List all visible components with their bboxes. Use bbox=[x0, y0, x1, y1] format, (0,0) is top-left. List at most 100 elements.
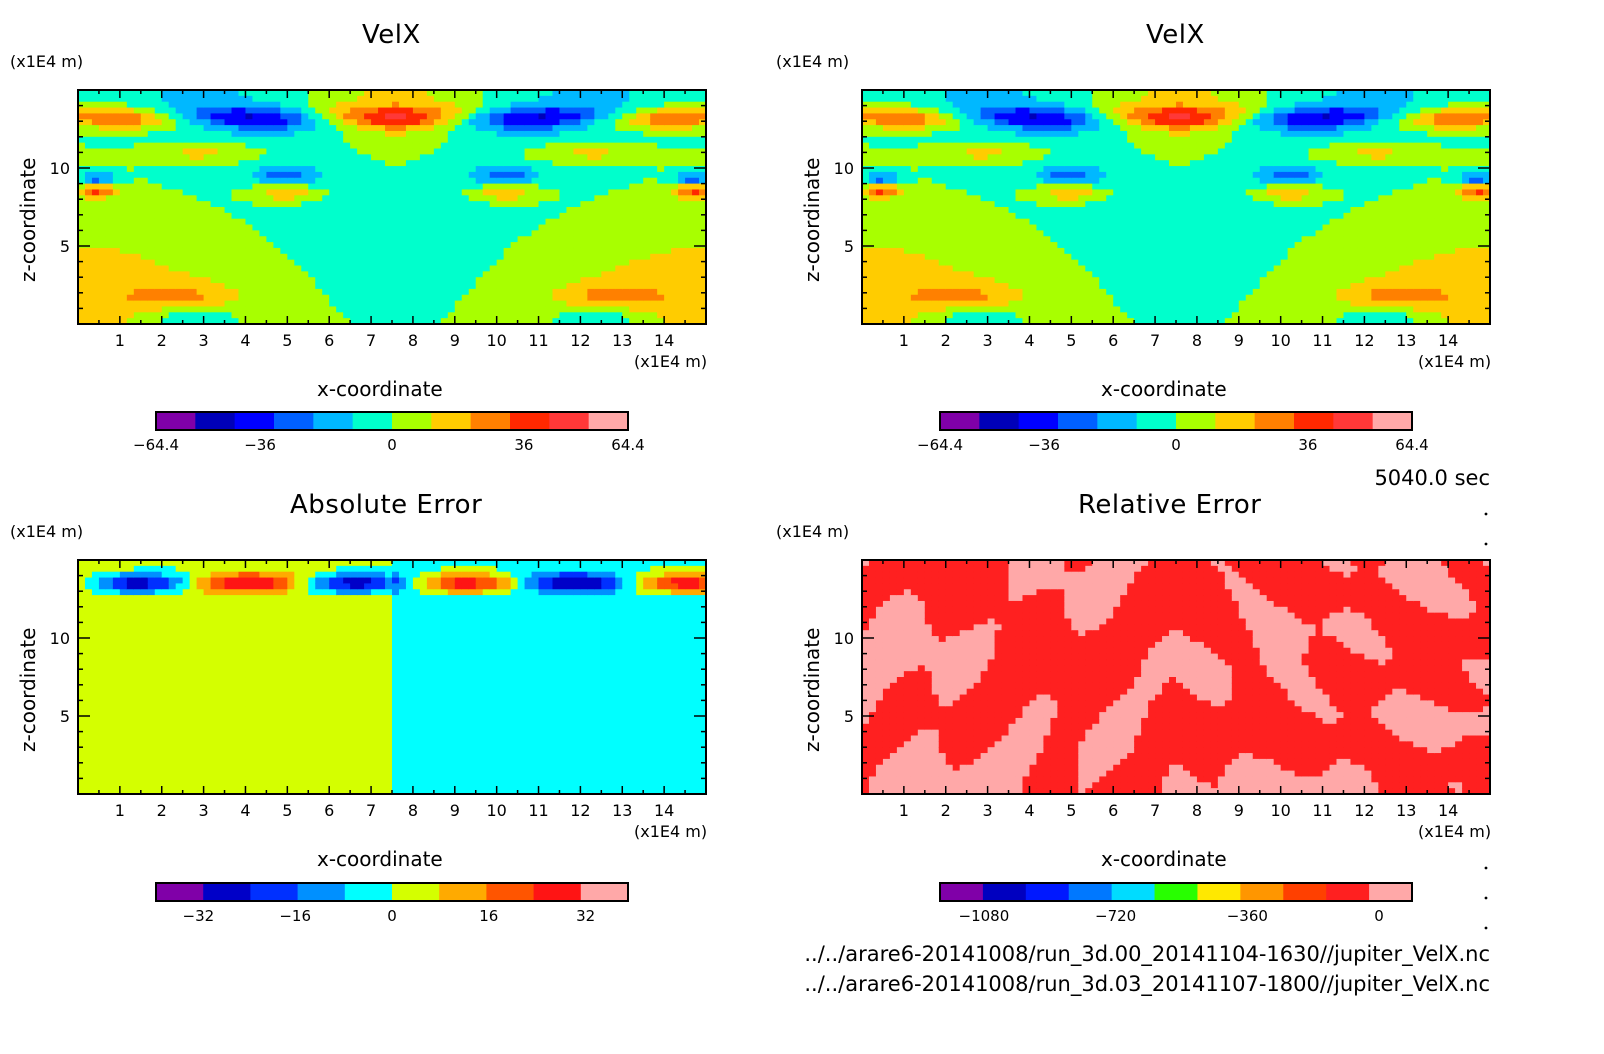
plot2-x-unit: (x1E4 m) bbox=[1418, 352, 1492, 371]
heatmap-cell bbox=[587, 265, 595, 272]
heatmap-cell bbox=[252, 218, 261, 226]
heatmap-cell bbox=[454, 283, 463, 290]
heatmap-cell bbox=[1050, 189, 1058, 196]
heatmap-cell bbox=[910, 218, 919, 226]
heatmap-cell bbox=[140, 212, 149, 220]
heatmap-cell bbox=[461, 107, 470, 114]
heatmap-cell bbox=[1029, 283, 1038, 290]
heatmap-cell bbox=[189, 236, 198, 243]
heatmap-cell bbox=[566, 288, 575, 296]
heatmap-cell bbox=[489, 130, 498, 138]
heatmap-cell bbox=[896, 259, 905, 267]
heatmap-cell bbox=[392, 189, 400, 196]
heatmap-cell bbox=[587, 306, 595, 313]
heatmap-cell bbox=[78, 283, 86, 290]
heatmap-cell bbox=[931, 107, 940, 114]
heatmap-cell bbox=[126, 312, 135, 319]
heatmap-cell bbox=[461, 265, 470, 272]
heatmap-cell bbox=[336, 130, 344, 138]
heatmap-cell bbox=[552, 253, 561, 261]
heatmap-cell bbox=[699, 160, 707, 167]
heatmap-cell bbox=[168, 277, 177, 284]
heatmap-cell bbox=[336, 136, 344, 144]
heatmap-cell bbox=[433, 247, 442, 255]
heatmap-cell bbox=[364, 236, 372, 243]
heatmap-cell bbox=[154, 247, 163, 255]
heatmap-cell bbox=[475, 142, 484, 150]
heatmap-cell bbox=[405, 224, 414, 231]
heatmap-cell bbox=[952, 312, 961, 319]
heatmap-cell bbox=[308, 253, 316, 261]
heatmap-cell bbox=[875, 136, 884, 144]
heatmap-cell bbox=[1043, 101, 1051, 109]
heatmap-cell bbox=[1022, 207, 1031, 214]
heatmap-cell bbox=[419, 259, 428, 267]
heatmap-cell bbox=[378, 130, 386, 138]
heatmap-cell bbox=[524, 107, 533, 114]
heatmap-cell bbox=[1015, 195, 1024, 202]
heatmap-cell bbox=[468, 195, 477, 202]
heatmap-cell bbox=[336, 224, 344, 231]
heatmap-cell bbox=[980, 136, 989, 144]
heatmap-cell bbox=[405, 306, 414, 313]
heatmap-cell bbox=[1008, 207, 1017, 214]
heatmap-cell bbox=[1057, 177, 1065, 185]
heatmap-cell bbox=[496, 300, 505, 308]
heatmap-cell bbox=[343, 306, 351, 313]
heatmap-cell bbox=[154, 212, 163, 220]
heatmap-cell bbox=[419, 288, 428, 296]
heatmap-cell bbox=[1015, 300, 1024, 308]
heatmap-cell bbox=[398, 312, 407, 319]
heatmap-cell bbox=[503, 253, 512, 261]
heatmap-cell bbox=[454, 259, 463, 267]
heatmap-cell bbox=[84, 90, 93, 97]
x-tick-label: 13 bbox=[612, 331, 632, 350]
heatmap-cell bbox=[168, 183, 177, 191]
heatmap-cell bbox=[966, 183, 975, 191]
heatmap-cell bbox=[294, 130, 302, 138]
heatmap-cell bbox=[671, 201, 679, 208]
heatmap-cell bbox=[862, 283, 870, 290]
heatmap-cell bbox=[938, 283, 947, 290]
heatmap-cell bbox=[245, 171, 254, 179]
heatmap-cell bbox=[862, 259, 870, 267]
heatmap-cell bbox=[545, 130, 554, 138]
heatmap-cell bbox=[664, 195, 672, 202]
heatmap-cell bbox=[685, 288, 693, 296]
heatmap-cell bbox=[580, 312, 588, 319]
heatmap-cell bbox=[294, 277, 302, 284]
heatmap-cell bbox=[545, 224, 554, 231]
heatmap-cell bbox=[903, 125, 912, 132]
heatmap-cell bbox=[217, 142, 226, 150]
heatmap-cell bbox=[987, 113, 996, 120]
heatmap-cell bbox=[538, 283, 547, 290]
heatmap-cell bbox=[161, 259, 170, 267]
heatmap-cell bbox=[496, 107, 505, 114]
heatmap-cell bbox=[545, 136, 554, 144]
heatmap-cell bbox=[636, 95, 644, 103]
heatmap-cell bbox=[196, 318, 205, 325]
heatmap-cell bbox=[573, 160, 581, 167]
heatmap-cell bbox=[350, 207, 358, 214]
heatmap-cell bbox=[301, 265, 309, 272]
heatmap-cell bbox=[882, 207, 891, 214]
heatmap-cell bbox=[147, 277, 156, 284]
heatmap-cell bbox=[175, 242, 184, 249]
heatmap-cell bbox=[461, 236, 470, 243]
heatmap-cell bbox=[496, 224, 505, 231]
heatmap-cell bbox=[231, 119, 240, 126]
heatmap-cell bbox=[664, 113, 672, 120]
heatmap-cell bbox=[566, 177, 575, 185]
heatmap-cell bbox=[931, 259, 940, 267]
heatmap-cell bbox=[154, 160, 163, 167]
heatmap-cell bbox=[126, 224, 135, 231]
heatmap-cell bbox=[398, 130, 407, 138]
heatmap-cell bbox=[238, 294, 247, 302]
heatmap-cell bbox=[496, 306, 505, 313]
heatmap-cell bbox=[496, 148, 505, 155]
heatmap-cell bbox=[454, 288, 463, 296]
heatmap-cell bbox=[105, 318, 114, 325]
heatmap-cell bbox=[503, 236, 512, 243]
heatmap-cell bbox=[371, 236, 379, 243]
heatmap-cell bbox=[917, 294, 926, 302]
